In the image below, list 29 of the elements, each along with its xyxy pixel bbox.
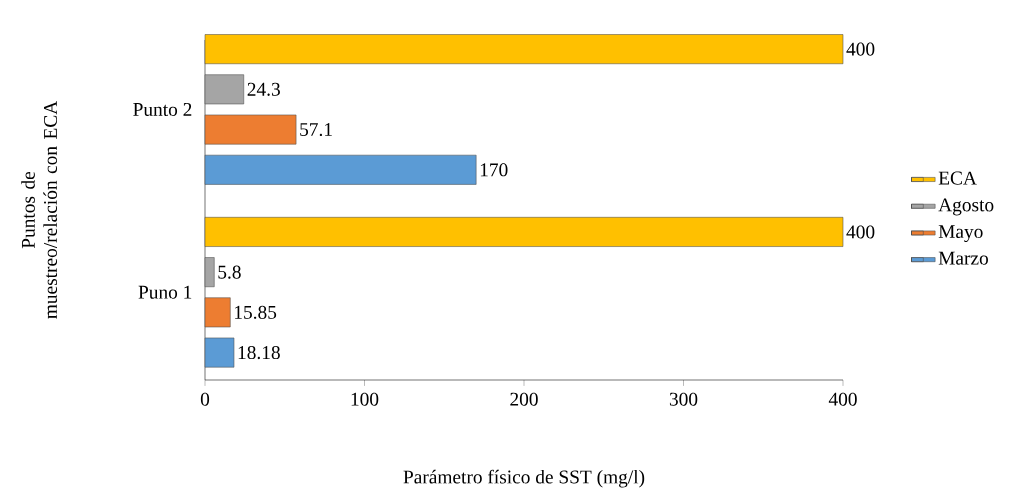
bar (204, 337, 235, 368)
legend-label: Agosto (938, 198, 994, 216)
y-tick-label: Punto 2 (133, 102, 192, 116)
data-label: 15.85 (235, 305, 277, 319)
data-label: 170 (480, 163, 508, 177)
bar (204, 74, 245, 105)
data-label: 400 (846, 225, 875, 239)
x-axis-title: Parámetro físico de SST (mg/l) (403, 469, 645, 488)
bar (204, 217, 844, 247)
data-label: 400 (846, 42, 875, 56)
legend-label: ECA (938, 171, 977, 185)
x-tick-label: 400 (828, 392, 857, 406)
bar (204, 257, 215, 288)
legend-label: Mayo (938, 225, 983, 243)
data-label: 24.3 (247, 82, 280, 96)
data-label: 57.1 (300, 123, 332, 137)
x-tick-label: 300 (669, 392, 698, 406)
data-label: 5.8 (218, 265, 241, 279)
x-tick-label: 200 (510, 392, 538, 406)
bar (204, 154, 477, 185)
x-tick-label: 0 (200, 392, 210, 406)
y-tick-label: Puno 1 (138, 285, 192, 299)
bar (204, 297, 231, 328)
bar (204, 34, 844, 65)
y-axis-title: Puntos de muestreo/relación con ECA (21, 100, 58, 319)
bar (204, 114, 297, 145)
legend-label: Marzo (938, 251, 988, 265)
data-label: 18.18 (238, 346, 280, 360)
x-tick-label: 100 (351, 392, 379, 406)
